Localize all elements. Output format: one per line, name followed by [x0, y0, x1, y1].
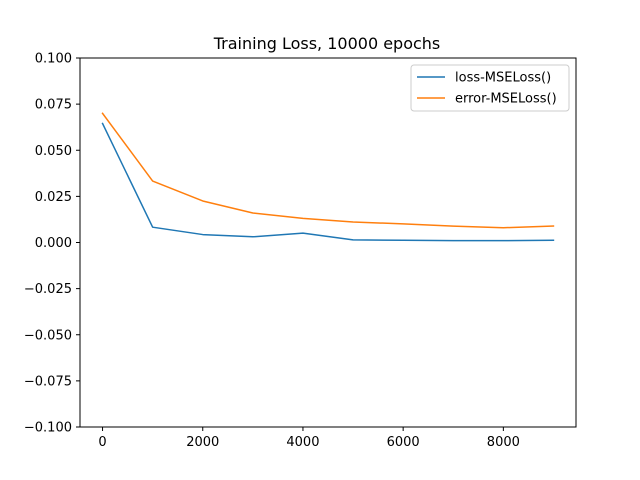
legend: loss-MSELoss() error-MSELoss()	[410, 64, 570, 112]
x-axis: 0 2000 4000 6000 8000	[98, 427, 520, 450]
series-layer	[101, 112, 555, 242]
y-tick-label: 0.050	[35, 144, 72, 159]
x-tick-label: 0	[98, 435, 106, 450]
x-tick-label: 2000	[186, 435, 219, 450]
y-tick-label: −0.050	[24, 328, 72, 343]
y-tick-label: −0.075	[24, 374, 72, 389]
series-line-2	[101, 112, 555, 229]
y-tick-label: 0.000	[35, 236, 72, 251]
y-tick-label: −0.025	[24, 282, 72, 297]
legend-label: loss-MSELoss()	[455, 71, 551, 86]
series-line-1	[101, 122, 555, 242]
y-tick-label: −0.100	[24, 421, 72, 436]
y-tick-label: 0.100	[35, 52, 72, 67]
plot-frame	[79, 57, 577, 428]
y-tick-label: 0.025	[35, 190, 72, 205]
x-tick-label: 4000	[286, 435, 319, 450]
chart-title: Training Loss, 10000 epochs	[213, 34, 441, 53]
x-tick-label: 6000	[387, 435, 420, 450]
y-tick-label: 0.075	[35, 98, 72, 113]
legend-box	[410, 64, 570, 112]
legend-label: error-MSELoss()	[455, 92, 557, 107]
x-tick-label: 8000	[487, 435, 520, 450]
y-axis: −0.100 −0.075 −0.050 −0.025 0.000 0.025 0.050 0…	[24, 52, 80, 436]
